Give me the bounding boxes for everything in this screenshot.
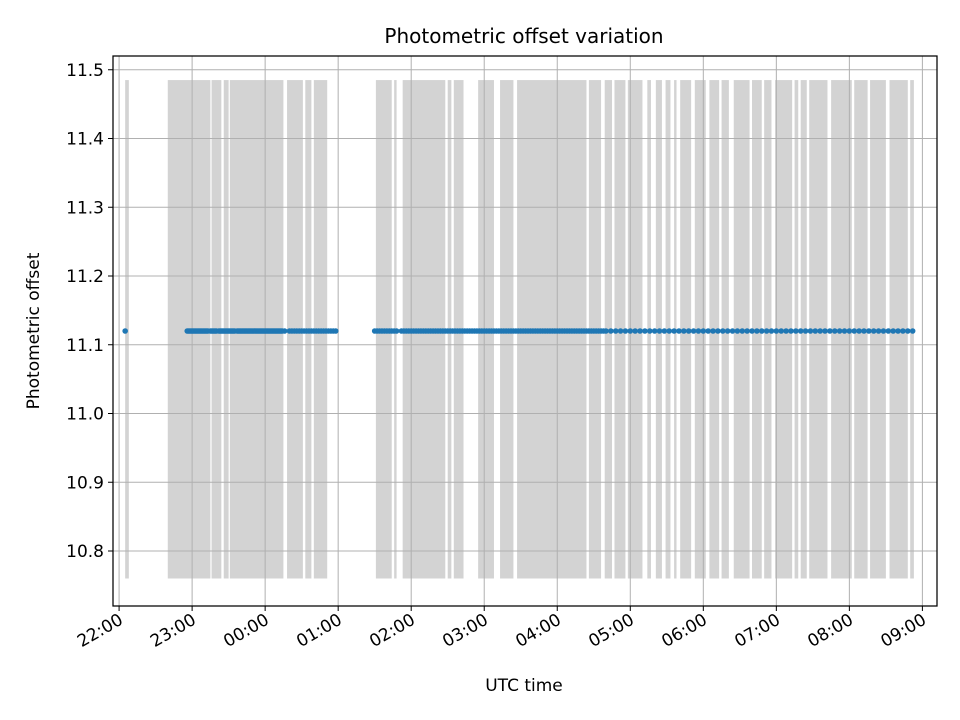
data-point (817, 328, 823, 334)
data-point (909, 328, 916, 334)
data-point (710, 328, 716, 334)
data-point (773, 328, 780, 334)
data-point (754, 328, 760, 334)
data-point (734, 328, 741, 334)
data-point (122, 328, 128, 334)
data-point (603, 328, 609, 334)
data-point (627, 328, 634, 334)
y-tick-label: 11.3 (66, 198, 104, 218)
data-point (875, 328, 882, 334)
data-point (715, 328, 721, 334)
data-point (768, 328, 775, 334)
data-point (700, 328, 707, 334)
coverage-bar (775, 80, 793, 579)
data-point (681, 328, 687, 334)
data-point (661, 328, 668, 334)
y-tick-label: 11.4 (66, 130, 104, 150)
data-point (802, 328, 809, 334)
y-axis-label: Photometric offset (24, 252, 44, 409)
data-point (671, 328, 677, 334)
data-point (797, 328, 804, 334)
coverage-bar (721, 80, 729, 579)
data-point (617, 328, 624, 334)
data-point (880, 328, 887, 334)
data-point (870, 328, 877, 334)
data-point (904, 328, 911, 334)
data-point (846, 328, 853, 334)
plot-frame (112, 55, 938, 607)
data-point (763, 328, 770, 334)
data-point (632, 328, 638, 334)
data-point (646, 328, 653, 334)
data-point (822, 328, 828, 334)
data-point (332, 328, 339, 334)
data-point (642, 328, 648, 334)
data-point (749, 328, 755, 334)
data-point (608, 328, 614, 334)
y-tick-label: 10.8 (66, 542, 104, 562)
chart-title: Photometric offset variation (384, 24, 663, 48)
data-point (836, 328, 843, 334)
data-point (793, 328, 799, 334)
data-point (729, 328, 736, 334)
data-point (812, 328, 819, 334)
data-point (900, 328, 906, 334)
data-point (676, 328, 682, 334)
data-point (690, 328, 697, 334)
data-point (841, 328, 848, 334)
data-point (807, 328, 814, 334)
points-layer (122, 328, 916, 334)
data-point (783, 328, 789, 334)
data-point (281, 328, 288, 334)
data-point (651, 328, 658, 334)
data-point (831, 328, 838, 334)
x-axis-label: UTC time (485, 676, 563, 696)
data-point (827, 328, 833, 334)
data-point (724, 328, 731, 334)
data-point (705, 328, 711, 334)
data-point (788, 328, 794, 334)
data-point (393, 328, 400, 334)
y-tick-label: 11.0 (66, 405, 104, 425)
data-point (758, 328, 765, 334)
data-point (622, 328, 629, 334)
data-point (637, 328, 643, 334)
data-point (861, 328, 867, 334)
data-point (666, 328, 673, 334)
data-point (856, 328, 862, 334)
data-point (612, 328, 619, 334)
y-tick-label: 11.2 (66, 267, 104, 287)
data-point (890, 328, 896, 334)
y-tick-label: 11.5 (66, 61, 104, 81)
data-point (778, 328, 785, 334)
y-axis-ticks: 10.8 10.9 11.0 11.1 11.2 11.3 11.4 11.5 (66, 61, 113, 562)
data-point (885, 328, 892, 334)
data-point (695, 328, 702, 334)
data-point (866, 328, 872, 334)
y-tick-label: 11.1 (66, 336, 104, 356)
data-point (895, 328, 901, 334)
data-point (739, 328, 746, 334)
y-tick-label: 10.9 (66, 473, 104, 493)
data-point (656, 328, 663, 334)
data-point (719, 328, 726, 334)
data-point (685, 328, 692, 334)
data-point (851, 328, 858, 334)
coverage-bar (604, 80, 613, 579)
data-point (744, 328, 750, 334)
